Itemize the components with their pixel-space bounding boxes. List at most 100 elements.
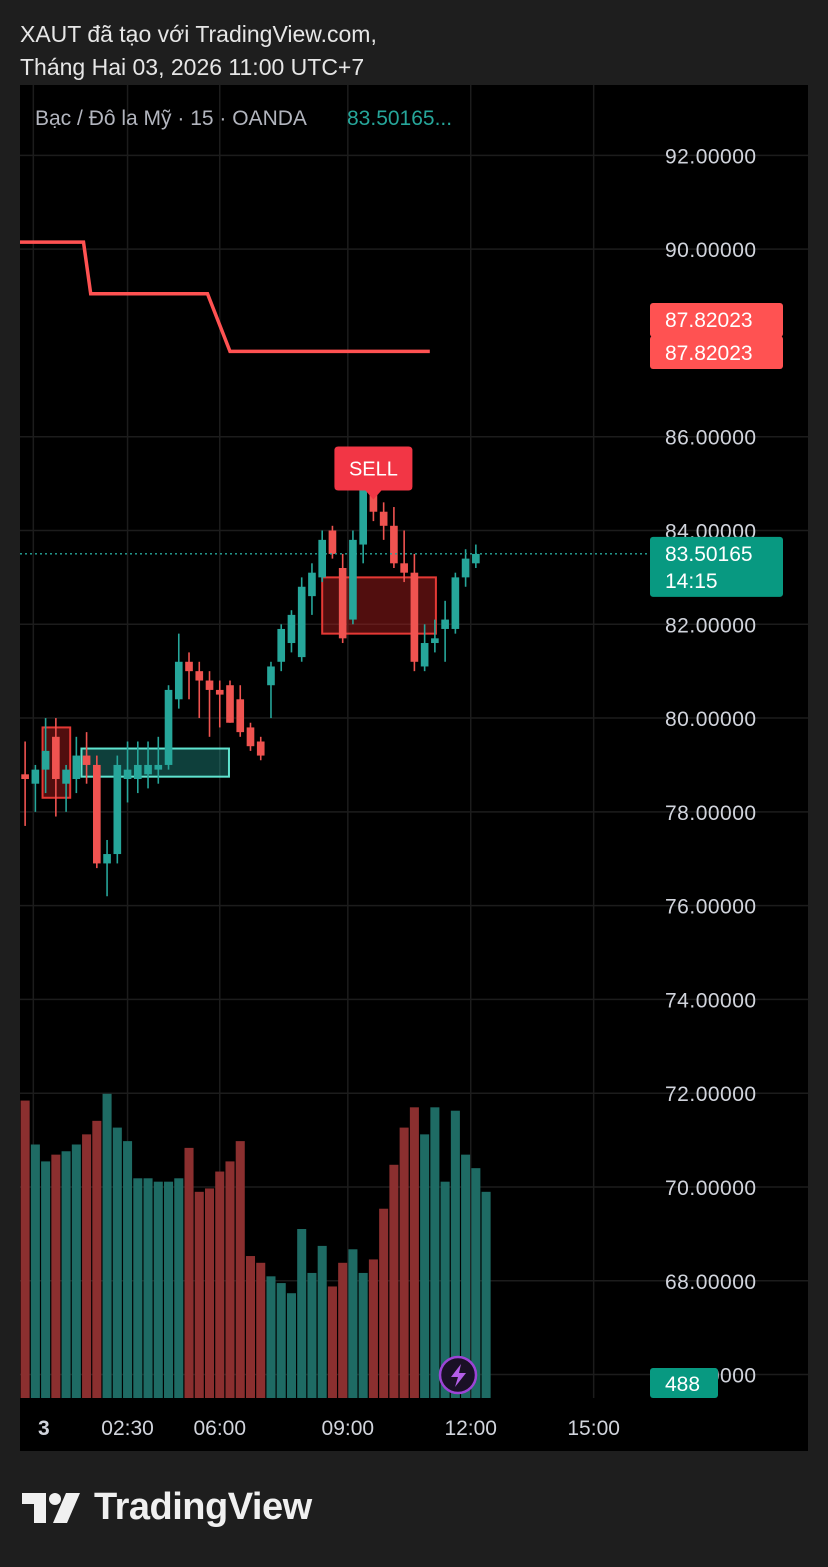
candles: [21, 450, 480, 897]
volume-bar: [174, 1178, 184, 1398]
axis-corner-mask: [650, 1405, 808, 1451]
volume-bar: [20, 1100, 30, 1398]
volume-bar: [368, 1259, 378, 1398]
candle-body: [349, 539, 357, 620]
candle-body: [195, 671, 204, 681]
volume-bar: [102, 1093, 112, 1398]
price-axis-label: 74.00000: [665, 989, 757, 1012]
candle-body: [113, 764, 122, 855]
stop-price-tag-lower-text: 87.82023: [665, 342, 753, 365]
legend-price: 83.50165...: [347, 107, 452, 130]
volume-bar: [389, 1164, 399, 1398]
volume-bar: [61, 1151, 71, 1398]
volume-bar: [266, 1276, 276, 1398]
candle-body: [144, 764, 152, 775]
countdown-text: 14:15: [665, 570, 718, 593]
stop-price-tag-lower: [650, 336, 783, 369]
volume-bar: [276, 1283, 286, 1398]
lightning-icon: [451, 1364, 466, 1387]
candle-body: [41, 750, 50, 770]
volume-bar: [41, 1161, 51, 1398]
candle-body: [328, 530, 337, 554]
candle-body: [31, 769, 40, 784]
candle-body: [277, 628, 286, 662]
chart-panel[interactable]: Bạc / Đô la Mỹ · 15 · OANDA 83.50165... …: [20, 85, 808, 1451]
time-axis-label: 12:00: [444, 1417, 497, 1440]
chart-caption: XAUT đã tạo với TradingView.com, Tháng H…: [20, 18, 377, 84]
volume-bar: [481, 1191, 491, 1398]
candle-body: [82, 755, 91, 765]
volume-bar: [194, 1191, 204, 1398]
candle-body: [103, 854, 111, 864]
volume-bar: [307, 1272, 317, 1398]
volume-bar: [71, 1144, 81, 1398]
candle-body: [246, 727, 255, 747]
candle-body: [226, 685, 234, 723]
candle-body: [154, 764, 163, 770]
volume-bars: [20, 1093, 491, 1398]
candle-body: [21, 774, 29, 780]
volume-bar: [112, 1127, 122, 1398]
volume-bar: [184, 1147, 194, 1398]
volume-bar: [348, 1249, 358, 1398]
price-axis-label: 90.00000: [665, 239, 757, 262]
price-axis-label: 78.00000: [665, 802, 757, 825]
volume-bar: [450, 1110, 460, 1398]
volume-bar: [440, 1181, 450, 1398]
volume-bar: [82, 1134, 92, 1398]
stop-line: [20, 240, 430, 354]
price-axis-label: 80.00000: [665, 708, 757, 731]
candle-body: [297, 586, 306, 658]
stop-price-tag-upper: [650, 303, 783, 337]
candle-body: [359, 478, 367, 545]
volume-bar: [245, 1256, 256, 1398]
sell-badge-background: [334, 446, 413, 500]
volume-bar: [358, 1272, 368, 1398]
volume-tag-text: 488: [665, 1373, 700, 1396]
candle-body: [441, 619, 449, 629]
candle-body: [431, 638, 439, 644]
lightning-button[interactable]: [438, 1355, 478, 1395]
candle-body: [379, 511, 388, 526]
candle-body: [72, 755, 81, 780]
candle-body: [420, 643, 429, 667]
volume-bar: [133, 1178, 143, 1398]
candle-body: [205, 680, 214, 690]
sell-badge[interactable]: SELL: [334, 446, 413, 500]
volume-bar: [51, 1154, 61, 1398]
caption-date-line: Tháng Hai 03, 2026 11:00 UTC+7: [20, 54, 365, 80]
zones: [41, 576, 437, 799]
volume-bar: [399, 1127, 409, 1398]
price-axis-label: 70.00000: [665, 1177, 757, 1200]
candle-body: [174, 661, 183, 700]
candle-body: [52, 736, 60, 780]
legend-title: Bạc / Đô la Mỹ · 15 · OANDA: [35, 107, 307, 130]
volume-bar: [143, 1178, 153, 1398]
stop-price-tag-upper-text: 87.82023: [665, 309, 753, 332]
volume-tag: [650, 1368, 718, 1398]
price-axis-label: 82.00000: [665, 614, 757, 637]
volume-bar: [379, 1208, 389, 1398]
footer-brand: TradingView: [22, 1486, 312, 1529]
candle-body: [400, 563, 408, 573]
price-axis-label: 72.00000: [665, 1083, 757, 1106]
time-axis-label: 02:30: [101, 1417, 154, 1440]
candle-body: [164, 689, 173, 765]
candle-body: [410, 572, 419, 662]
volume-bar: [204, 1188, 215, 1398]
price-axis-label: 68.00000: [665, 1271, 757, 1294]
candle-body: [236, 699, 245, 733]
current-price-tag-text: 83.50165: [665, 543, 753, 566]
candle-body: [287, 614, 296, 644]
candle-body: [215, 689, 224, 695]
volume-bar: [430, 1107, 440, 1398]
time-axis: 3 02:30 06:00 09:00 12:00 15:00: [38, 1405, 808, 1451]
candle-body: [123, 769, 132, 780]
candle-body: [185, 661, 193, 672]
time-axis-label: 15:00: [567, 1417, 620, 1440]
volume-bar: [286, 1293, 296, 1398]
volume-bar: [409, 1107, 419, 1398]
price-tags: 87.82023 87.82023 83.50165 14:15 488: [650, 303, 783, 1398]
overlay: Bạc / Đô la Mỹ · 15 · OANDA 83.50165... …: [35, 107, 452, 500]
candlestick-chart[interactable]: Bạc / Đô la Mỹ · 15 · OANDA 83.50165... …: [20, 85, 808, 1451]
